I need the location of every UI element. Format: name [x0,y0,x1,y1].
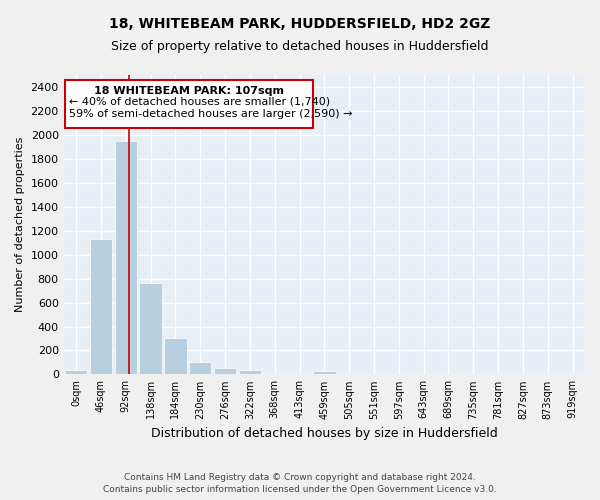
Text: 18 WHITEBEAM PARK: 107sqm: 18 WHITEBEAM PARK: 107sqm [94,86,284,96]
Text: 59% of semi-detached houses are larger (2,590) →: 59% of semi-detached houses are larger (… [68,108,352,118]
Bar [189,362,211,374]
Bar [239,370,261,374]
Bar [65,370,87,374]
Bar [90,239,112,374]
Text: ← 40% of detached houses are smaller (1,740): ← 40% of detached houses are smaller (1,… [68,96,330,106]
Text: Contains HM Land Registry data © Crown copyright and database right 2024.: Contains HM Land Registry data © Crown c… [124,472,476,482]
Text: 18, WHITEBEAM PARK, HUDDERSFIELD, HD2 2GZ: 18, WHITEBEAM PARK, HUDDERSFIELD, HD2 2G… [109,18,491,32]
Bar [115,141,137,374]
X-axis label: Distribution of detached houses by size in Huddersfield: Distribution of detached houses by size … [151,427,498,440]
Bar [313,371,335,374]
Bar [214,368,236,374]
Bar [164,338,187,374]
Bar [139,284,162,374]
Text: Contains public sector information licensed under the Open Government Licence v3: Contains public sector information licen… [103,485,497,494]
Bar [65,80,313,128]
Text: Size of property relative to detached houses in Huddersfield: Size of property relative to detached ho… [111,40,489,53]
Y-axis label: Number of detached properties: Number of detached properties [15,137,25,312]
